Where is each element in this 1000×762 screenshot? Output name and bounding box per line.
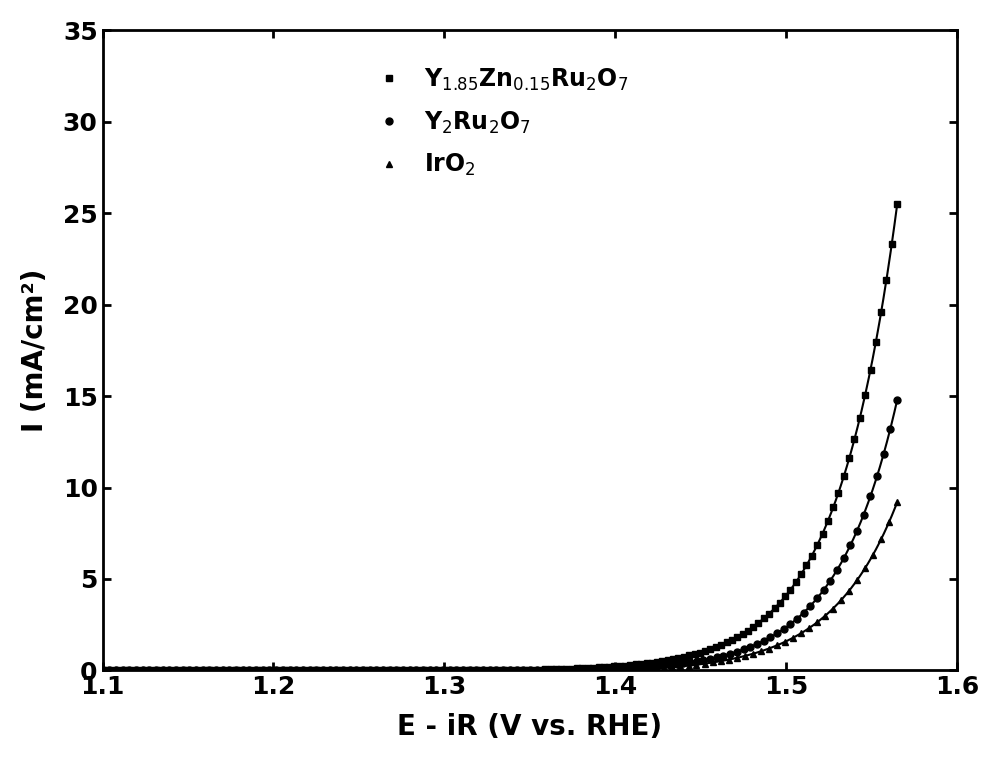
Line: Y$_2$Ru$_2$O$_7$: Y$_2$Ru$_2$O$_7$: [99, 396, 901, 674]
Y-axis label: I (mA/cm²): I (mA/cm²): [21, 269, 49, 432]
IrO$_2$: [506, 666, 518, 675]
Y$_{1.85}$Zn$_{0.15}$Ru$_2$O$_7$: [97, 666, 109, 675]
IrO$_2$: [851, 575, 863, 584]
Y$_{1.85}$Zn$_{0.15}$Ru$_2$O$_7$: [752, 618, 764, 627]
Y$_{1.85}$Zn$_{0.15}$Ru$_2$O$_7$: [646, 658, 658, 667]
Y$_2$Ru$_2$O$_7$: [644, 662, 656, 671]
Y$_2$Ru$_2$O$_7$: [724, 649, 736, 658]
Y$_2$Ru$_2$O$_7$: [537, 666, 549, 675]
Y$_{1.85}$Zn$_{0.15}$Ru$_2$O$_7$: [411, 666, 423, 675]
Legend: Y$_{1.85}$Zn$_{0.15}$Ru$_2$O$_7$, Y$_2$Ru$_2$O$_7$, IrO$_2$: Y$_{1.85}$Zn$_{0.15}$Ru$_2$O$_7$, Y$_2$R…: [354, 55, 641, 190]
X-axis label: E - iR (V vs. RHE): E - iR (V vs. RHE): [397, 713, 662, 741]
Y$_{1.85}$Zn$_{0.15}$Ru$_2$O$_7$: [358, 666, 370, 675]
Y$_2$Ru$_2$O$_7$: [263, 666, 275, 675]
Y$_2$Ru$_2$O$_7$: [310, 666, 322, 675]
IrO$_2$: [891, 498, 903, 507]
IrO$_2$: [249, 666, 261, 675]
IrO$_2$: [827, 604, 839, 613]
Y$_2$Ru$_2$O$_7$: [864, 491, 876, 501]
Y$_{1.85}$Zn$_{0.15}$Ru$_2$O$_7$: [545, 664, 557, 674]
Line: Y$_{1.85}$Zn$_{0.15}$Ru$_2$O$_7$: Y$_{1.85}$Zn$_{0.15}$Ru$_2$O$_7$: [99, 200, 901, 674]
Y$_2$Ru$_2$O$_7$: [891, 395, 903, 405]
Y$_{1.85}$Zn$_{0.15}$Ru$_2$O$_7$: [891, 200, 903, 209]
Line: IrO$_2$: IrO$_2$: [99, 498, 901, 674]
IrO$_2$: [570, 666, 582, 675]
Y$_{1.85}$Zn$_{0.15}$Ru$_2$O$_7$: [512, 665, 524, 674]
Y$_2$Ru$_2$O$_7$: [97, 666, 109, 675]
IrO$_2$: [281, 666, 293, 675]
IrO$_2$: [97, 666, 109, 675]
